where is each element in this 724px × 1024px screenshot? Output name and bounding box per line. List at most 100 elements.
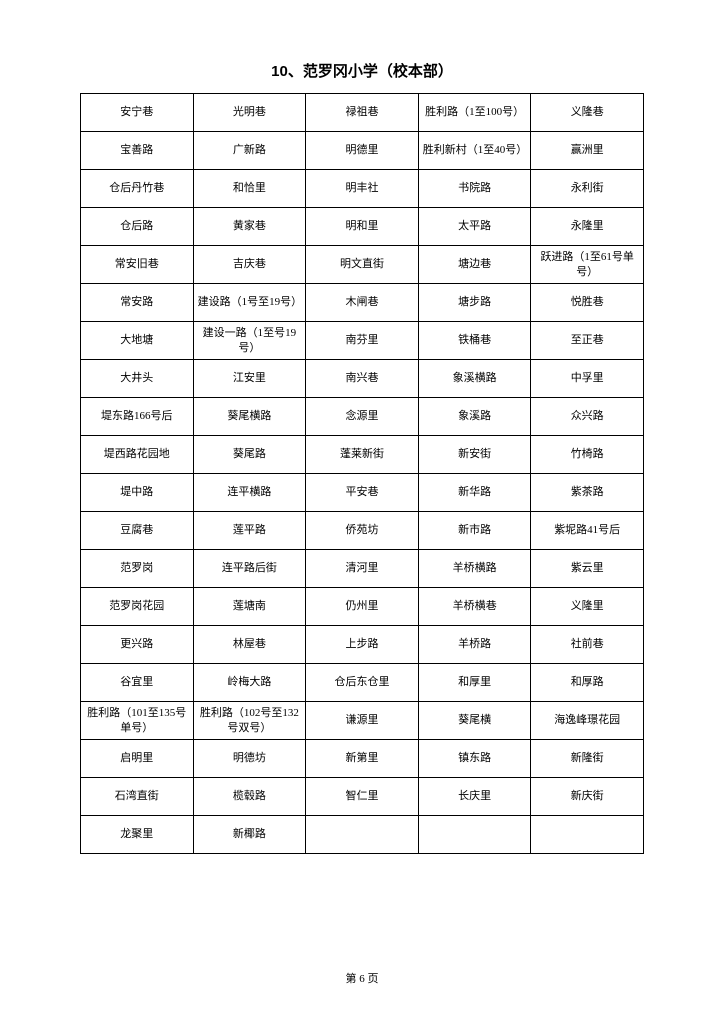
table-cell: 莲塘南: [193, 588, 306, 626]
table-cell: 新庆街: [531, 778, 644, 816]
table-cell: 塘边巷: [418, 246, 531, 284]
table-cell: 新市路: [418, 512, 531, 550]
table-cell: 黄家巷: [193, 208, 306, 246]
table-row: 龙聚里新椰路: [81, 816, 644, 854]
table-cell: 和厚里: [418, 664, 531, 702]
table-cell: 莲平路: [193, 512, 306, 550]
table-row: 范罗岗花园莲塘南仍州里羊桥横巷义隆里: [81, 588, 644, 626]
table-cell: 禄祖巷: [306, 94, 419, 132]
table-cell: 光明巷: [193, 94, 306, 132]
table-cell: 羊桥路: [418, 626, 531, 664]
table-cell: 更兴路: [81, 626, 194, 664]
table-row: 常安旧巷吉庆巷明文直街塘边巷跃进路（1至61号单号）: [81, 246, 644, 284]
table-cell: 广新路: [193, 132, 306, 170]
table-cell: 塘步路: [418, 284, 531, 322]
table-cell: 常安旧巷: [81, 246, 194, 284]
table-cell: 胜利路（101至135号单号）: [81, 702, 194, 740]
table-cell: 紫茶路: [531, 474, 644, 512]
table-cell: 紫云里: [531, 550, 644, 588]
table-cell: 葵尾横: [418, 702, 531, 740]
table-cell: 建设路（1号至19号）: [193, 284, 306, 322]
table-row: 石湾直街榄毂路智仁里长庆里新庆街: [81, 778, 644, 816]
table-cell: 铁桶巷: [418, 322, 531, 360]
table-cell: 常安路: [81, 284, 194, 322]
table-cell: 新隆街: [531, 740, 644, 778]
table-cell: 胜利路（1至100号）: [418, 94, 531, 132]
table-cell: 永利街: [531, 170, 644, 208]
table-cell: 范罗岗花园: [81, 588, 194, 626]
table-cell: 和厚路: [531, 664, 644, 702]
table-cell: 谷宜里: [81, 664, 194, 702]
table-cell: 堤东路166号后: [81, 398, 194, 436]
table-cell: 堤西路花园地: [81, 436, 194, 474]
table-cell: 仓后东仓里: [306, 664, 419, 702]
table-row: 启明里明德坊新第里镇东路新隆街: [81, 740, 644, 778]
table-cell: 众兴路: [531, 398, 644, 436]
table-row: 堤东路166号后葵尾横路念源里象溪路众兴路: [81, 398, 644, 436]
table-cell: 石湾直街: [81, 778, 194, 816]
table-row: 范罗岗连平路后街清河里羊桥横路紫云里: [81, 550, 644, 588]
table-cell: 葵尾路: [193, 436, 306, 474]
table-cell: 长庆里: [418, 778, 531, 816]
table-cell: 岭梅大路: [193, 664, 306, 702]
table-row: 大井头江安里南兴巷象溪横路中孚里: [81, 360, 644, 398]
table-cell: 竹椅路: [531, 436, 644, 474]
table-cell: 林屋巷: [193, 626, 306, 664]
table-cell: 念源里: [306, 398, 419, 436]
table-cell: 宝善路: [81, 132, 194, 170]
table-cell: 仍州里: [306, 588, 419, 626]
table-cell: 跃进路（1至61号单号）: [531, 246, 644, 284]
table-cell: 江安里: [193, 360, 306, 398]
table-row: 仓后路黄家巷明和里太平路永隆里: [81, 208, 644, 246]
table-cell: 义隆巷: [531, 94, 644, 132]
table-cell: 新椰路: [193, 816, 306, 854]
table-cell: 悦胜巷: [531, 284, 644, 322]
table-cell: 书院路: [418, 170, 531, 208]
table-cell: 启明里: [81, 740, 194, 778]
table-cell: 和恰里: [193, 170, 306, 208]
table-cell: 胜利新村（1至40号）: [418, 132, 531, 170]
table-cell: 木闸巷: [306, 284, 419, 322]
table-cell: 蓬莱新街: [306, 436, 419, 474]
table-cell: 新第里: [306, 740, 419, 778]
page-title: 10、范罗冈小学（校本部）: [80, 60, 644, 81]
table-row: 更兴路林屋巷上步路羊桥路社前巷: [81, 626, 644, 664]
table-cell: 吉庆巷: [193, 246, 306, 284]
table-cell: 社前巷: [531, 626, 644, 664]
table-row: 胜利路（101至135号单号）胜利路（102号至132号双号）谦源里葵尾横海逸峰…: [81, 702, 644, 740]
table-row: 仓后丹竹巷和恰里明丰社书院路永利街: [81, 170, 644, 208]
table-cell: 至正巷: [531, 322, 644, 360]
table-cell: 永隆里: [531, 208, 644, 246]
table-cell: 义隆里: [531, 588, 644, 626]
table-row: 豆腐巷莲平路侨苑坊新市路紫坭路41号后: [81, 512, 644, 550]
table-cell: 连平路后街: [193, 550, 306, 588]
table-cell: 羊桥横巷: [418, 588, 531, 626]
table-cell: 龙聚里: [81, 816, 194, 854]
table-row: 常安路建设路（1号至19号）木闸巷塘步路悦胜巷: [81, 284, 644, 322]
table-cell: [418, 816, 531, 854]
table-cell: 明德里: [306, 132, 419, 170]
table-cell: 羊桥横路: [418, 550, 531, 588]
page-footer: 第 6 页: [0, 970, 724, 986]
table-cell: 谦源里: [306, 702, 419, 740]
table-cell: 太平路: [418, 208, 531, 246]
table-cell: 明德坊: [193, 740, 306, 778]
table-cell: 紫坭路41号后: [531, 512, 644, 550]
table-cell: 象溪路: [418, 398, 531, 436]
table-cell: 明文直街: [306, 246, 419, 284]
table-cell: 新安街: [418, 436, 531, 474]
table-cell: [306, 816, 419, 854]
table-cell: 建设一路（1至号19号）: [193, 322, 306, 360]
table-row: 安宁巷光明巷禄祖巷胜利路（1至100号）义隆巷: [81, 94, 644, 132]
table-row: 谷宜里岭梅大路仓后东仓里和厚里和厚路: [81, 664, 644, 702]
table-row: 堤中路连平横路平安巷新华路紫茶路: [81, 474, 644, 512]
table-cell: [531, 816, 644, 854]
table-cell: 中孚里: [531, 360, 644, 398]
table-cell: 胜利路（102号至132号双号）: [193, 702, 306, 740]
table-cell: 新华路: [418, 474, 531, 512]
table-cell: 明和里: [306, 208, 419, 246]
table-row: 宝善路广新路明德里胜利新村（1至40号）赢洲里: [81, 132, 644, 170]
table-cell: 仓后丹竹巷: [81, 170, 194, 208]
table-row: 堤西路花园地葵尾路蓬莱新街新安街竹椅路: [81, 436, 644, 474]
table-cell: 镇东路: [418, 740, 531, 778]
